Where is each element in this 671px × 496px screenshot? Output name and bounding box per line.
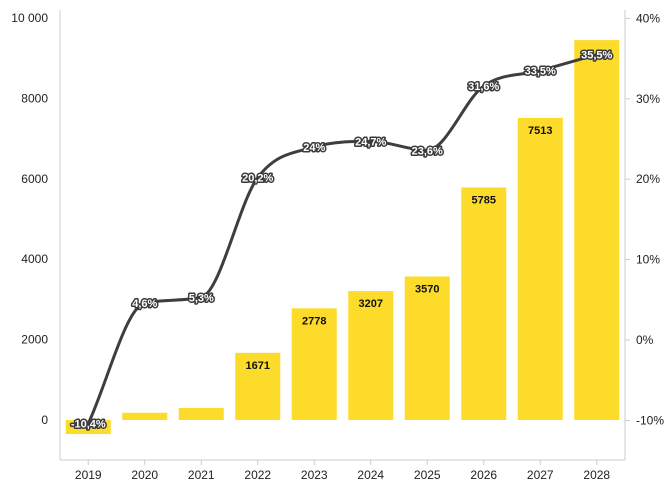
line-point-label: 5,3% (189, 292, 214, 304)
line-point-label: 24% (303, 142, 325, 154)
line-point-label: 23,6% (412, 145, 443, 157)
x-tick-label: 2019 (75, 468, 102, 482)
y-right-tick-label: 10% (636, 253, 660, 267)
y-left-tick-label: 10 000 (11, 11, 48, 25)
bar-2027 (517, 117, 563, 420)
y-left-tick-label: 8000 (21, 91, 48, 105)
y-right-tick-label: 30% (636, 92, 660, 106)
y-left-tick-label: 0 (41, 413, 48, 427)
line-point-label: 31,6% (468, 81, 499, 93)
bar-2019 (65, 420, 111, 435)
line-point-label: 35,5% (581, 50, 612, 62)
line-point-label: 24,7% (355, 136, 386, 148)
bar-value-label: 1671 (246, 360, 270, 372)
y-right-tick-label: 0% (636, 333, 654, 347)
line-point-label: 33,5% (525, 66, 556, 78)
x-tick-label: 2026 (470, 468, 497, 482)
x-tick-label: 2025 (414, 468, 441, 482)
line-point-label: -10,4% (71, 419, 106, 431)
bar-2028 (574, 40, 620, 421)
x-tick-label: 2020 (131, 468, 158, 482)
bar-value-label: 5785 (472, 194, 496, 206)
bar-2026 (461, 187, 507, 420)
y-left-tick-label: 2000 (21, 333, 48, 347)
bar-2023 (291, 308, 337, 420)
bar-value-label: 3207 (359, 298, 383, 310)
bar-value-label: 2778 (302, 315, 326, 327)
x-tick-label: 2028 (583, 468, 610, 482)
x-tick-label: 2024 (357, 468, 384, 482)
bar-2020 (122, 412, 168, 420)
bars-layer (65, 40, 620, 435)
x-tick-label: 2022 (244, 468, 271, 482)
line-layer (86, 53, 599, 426)
labels-layer: 1671 2778 3207 3570 5785 7513 -10,4% 4,6% 5,3% 20… (69, 48, 614, 432)
y-right-tick-label: 20% (636, 172, 660, 186)
y-left-tick-label: 6000 (21, 172, 48, 186)
axes-layer: 0 2000 4000 6000 8000 10 000 -10% 0% 10% 20% 30% 40… (11, 10, 664, 482)
y-left-tick-label: 4000 (21, 252, 48, 266)
bar-value-label: 3570 (415, 283, 439, 295)
bar-value-label: 7513 (528, 125, 552, 137)
line-point-label: 4,6% (132, 298, 157, 310)
bar-2022 (235, 352, 281, 420)
y-right-tick-label: 40% (636, 11, 660, 25)
x-tick-label: 2027 (527, 468, 554, 482)
line-point-label: 20,2% (242, 173, 273, 185)
growth-line (86, 53, 599, 426)
bar-2021 (178, 407, 224, 420)
x-tick-label: 2021 (188, 468, 215, 482)
x-tick-label: 2023 (301, 468, 328, 482)
bar-2025 (404, 276, 450, 420)
y-right-tick-label: -10% (636, 413, 664, 427)
bar-2024 (348, 291, 394, 420)
